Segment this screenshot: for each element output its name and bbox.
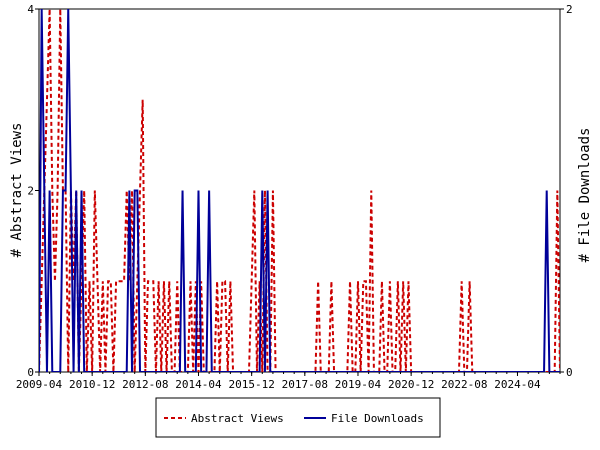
x-tick-label-3: 2014-04 <box>175 378 222 391</box>
x-tick-label-4: 2015-12 <box>228 378 274 391</box>
series-line-file-downloads <box>39 9 560 372</box>
series-line-abstract-views <box>39 9 560 372</box>
x-tick-label-2: 2012-08 <box>122 378 168 391</box>
x-tick-label-7: 2020-12 <box>388 378 434 391</box>
y-right-tick-label-0: 0 <box>566 366 573 379</box>
plot-frame <box>38 8 561 373</box>
legend-box <box>155 397 441 438</box>
x-tick-label-1: 2010-12 <box>69 378 115 391</box>
y-axis-left-title: # Abstract Views <box>9 123 25 258</box>
y-left-tick-label-2: 4 <box>27 3 34 16</box>
x-tick-label-5: 2017-08 <box>282 378 328 391</box>
x-tick-label-0: 2009-04 <box>16 378 63 391</box>
x-tick-label-9: 2024-04 <box>494 378 541 391</box>
legend: Abstract Views File Downloads <box>155 397 441 438</box>
legend-label-file-downloads: File Downloads <box>331 412 424 425</box>
legend-label-abstract-views: Abstract Views <box>191 412 284 425</box>
x-tick-label-6: 2019-04 <box>335 378 382 391</box>
y-left-tick-label-1: 2 <box>27 185 34 198</box>
y-left-tick-label-0: 0 <box>27 366 34 379</box>
y-right-tick-label-1: 2 <box>566 3 573 16</box>
y-axis-right-title: # File Downloads <box>577 128 593 263</box>
x-tick-label-8: 2022-08 <box>441 378 487 391</box>
